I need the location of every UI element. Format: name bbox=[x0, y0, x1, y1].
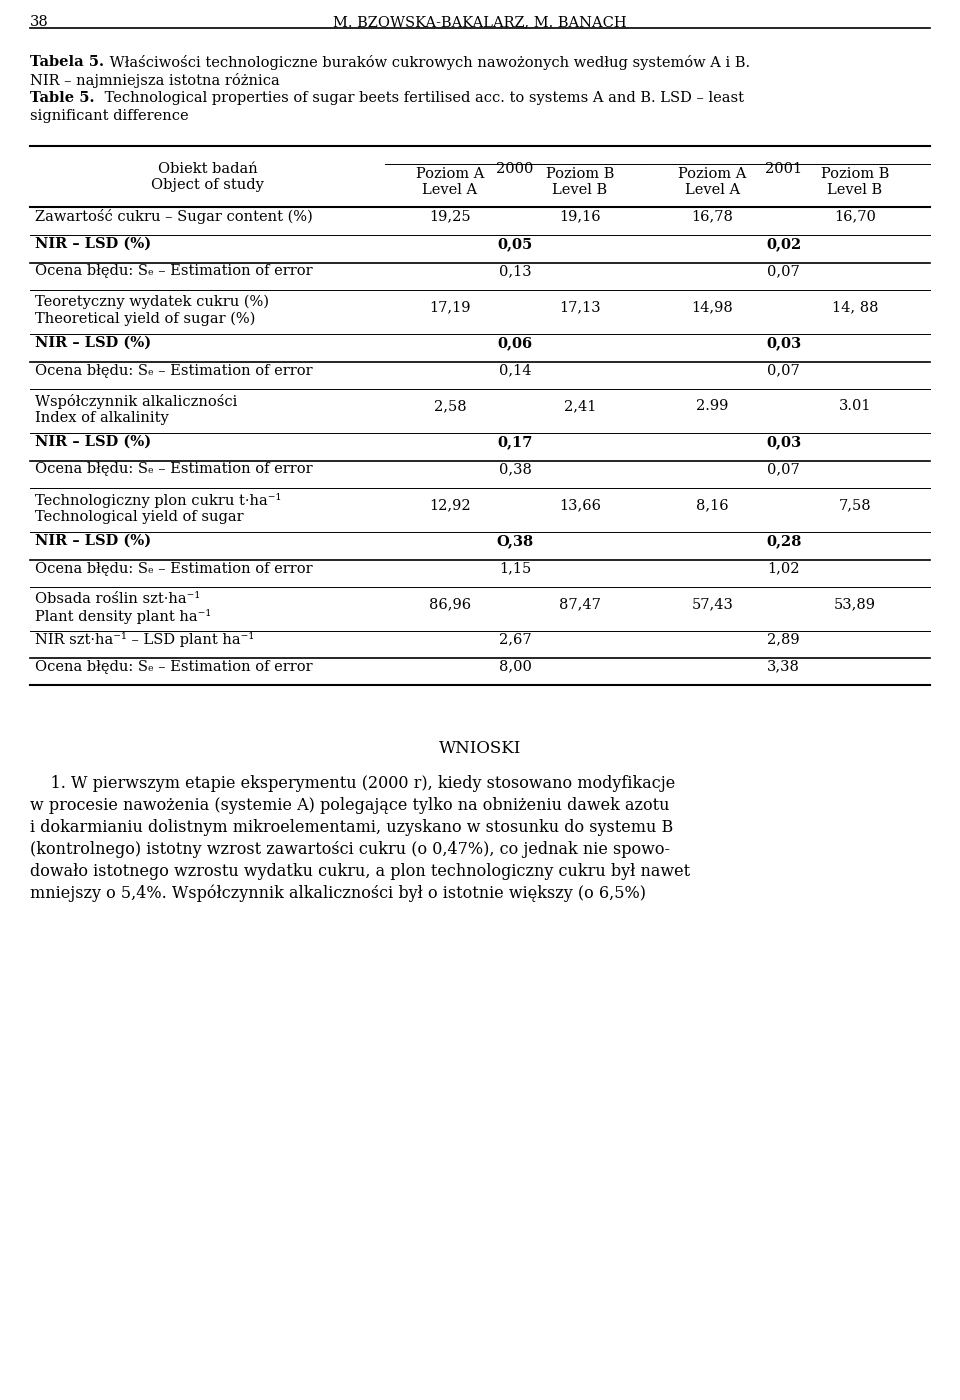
Text: Poziom A
Level A: Poziom A Level A bbox=[679, 167, 747, 197]
Text: 16,78: 16,78 bbox=[691, 209, 733, 223]
Text: 2.99: 2.99 bbox=[696, 399, 729, 413]
Text: Teoretyczny wydatek cukru (%): Teoretyczny wydatek cukru (%) bbox=[35, 295, 269, 309]
Text: 3,38: 3,38 bbox=[767, 659, 801, 673]
Text: i dokarmianiu dolistnym mikroelementami, uzyskano w stosunku do systemu B: i dokarmianiu dolistnym mikroelementami,… bbox=[30, 819, 673, 836]
Text: NIR – LSD (%): NIR – LSD (%) bbox=[35, 533, 151, 547]
Text: 19,16: 19,16 bbox=[559, 209, 601, 223]
Text: Technological properties of sugar beets fertilised acc. to systems A and B. LSD : Technological properties of sugar beets … bbox=[100, 91, 744, 105]
Text: 0,07: 0,07 bbox=[767, 265, 800, 279]
Text: significant difference: significant difference bbox=[30, 109, 188, 123]
Text: 2,41: 2,41 bbox=[564, 399, 596, 413]
Text: Poziom B
Level B: Poziom B Level B bbox=[821, 167, 889, 197]
Text: w procesie nawożenia (systemie A) polegające tylko na obniżeniu dawek azotu: w procesie nawożenia (systemie A) polega… bbox=[30, 797, 669, 813]
Text: 53,89: 53,89 bbox=[834, 596, 876, 610]
Text: Obiekt badań
Object of study: Obiekt badań Object of study bbox=[151, 162, 264, 192]
Text: NIR – LSD (%): NIR – LSD (%) bbox=[35, 237, 151, 251]
Text: 0,13: 0,13 bbox=[498, 265, 531, 279]
Text: 16,70: 16,70 bbox=[834, 209, 876, 223]
Text: 0,17: 0,17 bbox=[497, 435, 533, 449]
Text: 0,14: 0,14 bbox=[499, 364, 531, 378]
Text: 2001: 2001 bbox=[765, 162, 803, 176]
Text: 17,19: 17,19 bbox=[429, 300, 470, 314]
Text: 14, 88: 14, 88 bbox=[831, 300, 878, 314]
Text: NIR – LSD (%): NIR – LSD (%) bbox=[35, 435, 151, 449]
Text: (kontrolnego) istotny wzrost zawartości cukru (o 0,47%), co jednak nie spowo-: (kontrolnego) istotny wzrost zawartości … bbox=[30, 841, 670, 858]
Text: 14,98: 14,98 bbox=[691, 300, 733, 314]
Text: Obsada roślin szt·ha⁻¹: Obsada roślin szt·ha⁻¹ bbox=[35, 592, 201, 606]
Text: NIR – najmniejsza istotna różnica: NIR – najmniejsza istotna różnica bbox=[30, 73, 279, 88]
Text: 12,92: 12,92 bbox=[429, 498, 470, 512]
Text: 0,07: 0,07 bbox=[767, 462, 800, 476]
Text: Technologiczny plon cukru t·ha⁻¹: Technologiczny plon cukru t·ha⁻¹ bbox=[35, 493, 281, 508]
Text: Zawartość cukru – Sugar content (%): Zawartość cukru – Sugar content (%) bbox=[35, 209, 313, 224]
Text: 0,03: 0,03 bbox=[766, 435, 802, 449]
Text: 0,02: 0,02 bbox=[766, 237, 802, 251]
Text: 0,03: 0,03 bbox=[766, 336, 802, 350]
Text: mniejszy o 5,4%. Współczynnik alkaliczności był o istotnie większy (o 6,5%): mniejszy o 5,4%. Współczynnik alkaliczno… bbox=[30, 885, 646, 903]
Text: 7,58: 7,58 bbox=[839, 498, 872, 512]
Text: Ocena błędu: Sₑ – Estimation of error: Ocena błędu: Sₑ – Estimation of error bbox=[35, 561, 313, 575]
Text: WNIOSKI: WNIOSKI bbox=[439, 741, 521, 757]
Text: 0,38: 0,38 bbox=[498, 462, 532, 476]
Text: 1. W pierwszym etapie eksperymentu (2000 r), kiedy stosowano modyfikacje: 1. W pierwszym etapie eksperymentu (2000… bbox=[30, 776, 675, 792]
Text: Ocena błędu: Sₑ – Estimation of error: Ocena błędu: Sₑ – Estimation of error bbox=[35, 265, 313, 279]
Text: 0,06: 0,06 bbox=[497, 336, 533, 350]
Text: 0,07: 0,07 bbox=[767, 364, 800, 378]
Text: 0,05: 0,05 bbox=[497, 237, 533, 251]
Text: O,38: O,38 bbox=[496, 533, 534, 547]
Text: NIR – LSD (%): NIR – LSD (%) bbox=[35, 336, 151, 350]
Text: Technological yield of sugar: Technological yield of sugar bbox=[35, 510, 244, 524]
Text: 2,58: 2,58 bbox=[434, 399, 467, 413]
Text: 2,67: 2,67 bbox=[498, 633, 531, 647]
Text: 13,66: 13,66 bbox=[559, 498, 601, 512]
Text: M. BZOWSKA-BAKALARZ, M. BANACH: M. BZOWSKA-BAKALARZ, M. BANACH bbox=[333, 15, 627, 29]
Text: Theoretical yield of sugar (%): Theoretical yield of sugar (%) bbox=[35, 312, 255, 326]
Text: 17,13: 17,13 bbox=[559, 300, 601, 314]
Text: NIR szt·ha⁻¹ – LSD plant ha⁻¹: NIR szt·ha⁻¹ – LSD plant ha⁻¹ bbox=[35, 631, 254, 647]
Text: Table 5.: Table 5. bbox=[30, 91, 94, 105]
Text: 38: 38 bbox=[30, 15, 49, 29]
Text: 0,28: 0,28 bbox=[766, 533, 802, 547]
Text: 1,02: 1,02 bbox=[767, 561, 800, 575]
Text: dowało istotnego wzrostu wydatku cukru, a plon technologiczny cukru był nawet: dowało istotnego wzrostu wydatku cukru, … bbox=[30, 862, 690, 881]
Text: 8,16: 8,16 bbox=[696, 498, 729, 512]
Text: 57,43: 57,43 bbox=[691, 596, 733, 610]
Text: Plant density plant ha⁻¹: Plant density plant ha⁻¹ bbox=[35, 609, 211, 624]
Text: 87,47: 87,47 bbox=[559, 596, 601, 610]
Text: Ocena błędu: Sₑ – Estimation of error: Ocena błędu: Sₑ – Estimation of error bbox=[35, 364, 313, 378]
Text: Właściwości technologiczne buraków cukrowych nawożonych według systemów A i B.: Właściwości technologiczne buraków cukro… bbox=[105, 55, 750, 70]
Text: Index of alkalinity: Index of alkalinity bbox=[35, 412, 169, 426]
Text: 2,89: 2,89 bbox=[767, 633, 800, 647]
Text: 19,25: 19,25 bbox=[429, 209, 470, 223]
Text: Współczynnik alkaliczności: Współczynnik alkaliczności bbox=[35, 393, 237, 409]
Text: 86,96: 86,96 bbox=[429, 596, 471, 610]
Text: 2000: 2000 bbox=[496, 162, 534, 176]
Text: 1,15: 1,15 bbox=[499, 561, 531, 575]
Text: Poziom B
Level B: Poziom B Level B bbox=[546, 167, 614, 197]
Text: 3.01: 3.01 bbox=[839, 399, 872, 413]
Text: Ocena błędu: Sₑ – Estimation of error: Ocena błędu: Sₑ – Estimation of error bbox=[35, 462, 313, 476]
Text: Poziom A
Level A: Poziom A Level A bbox=[416, 167, 484, 197]
Text: Tabela 5.: Tabela 5. bbox=[30, 55, 104, 69]
Text: Ocena błędu: Sₑ – Estimation of error: Ocena błędu: Sₑ – Estimation of error bbox=[35, 659, 313, 673]
Text: 8,00: 8,00 bbox=[498, 659, 532, 673]
